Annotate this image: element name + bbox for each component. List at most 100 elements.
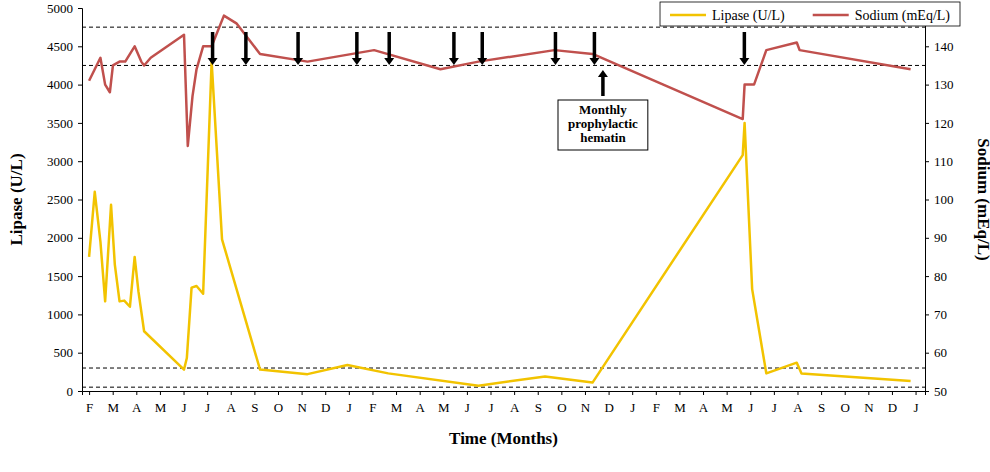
tick-mark: [160, 391, 161, 395]
tick-label: 1500: [47, 269, 73, 284]
tick-mark: [325, 391, 326, 395]
tick-label: J: [182, 400, 187, 415]
tick-mark: [78, 276, 82, 277]
tick-mark: [302, 391, 303, 395]
y-axis-line: [78, 9, 83, 392]
tick-label: O: [557, 400, 566, 415]
tick-mark: [78, 353, 82, 354]
y-axis-title: Lipase (U/L): [7, 153, 26, 245]
tick-mark: [774, 391, 775, 395]
tick-mark: [821, 391, 822, 395]
tick-mark: [561, 391, 562, 395]
tick-mark: [78, 85, 82, 86]
arrow-head: [477, 58, 487, 65]
hematin-arrow: [477, 32, 487, 65]
arrow-head: [208, 58, 218, 65]
tick-label: 3500: [47, 116, 73, 131]
tick: 5000: [47, 1, 82, 16]
tick-label: O: [274, 400, 283, 415]
tick-label: N: [297, 400, 307, 415]
hematin-arrow: [449, 32, 459, 65]
tick: 80: [925, 269, 947, 284]
arrow-head: [241, 58, 251, 65]
tick: 1000: [47, 307, 82, 322]
tick-label: S: [535, 400, 542, 415]
y2-axis-title: Sodium (mEq/L): [974, 138, 990, 260]
y2-axis-line: [926, 9, 930, 392]
tick: 4000: [47, 77, 82, 92]
plot-area: [82, 16, 925, 388]
tick-label: A: [699, 400, 709, 415]
reference-line: [82, 27, 925, 28]
tick-mark: [207, 391, 208, 395]
tick: N: [864, 391, 874, 415]
tick-label: 2000: [47, 230, 73, 245]
tick-label: 110: [934, 154, 953, 169]
tick-mark: [184, 391, 185, 395]
chart: FMAMJJASONDJFMAMJJASONDJFMAMJJASONDJ0500…: [0, 0, 990, 472]
legend-label: Lipase (U/L): [712, 8, 785, 24]
tick: 110: [925, 154, 953, 169]
tick-mark: [727, 391, 728, 395]
tick: D: [604, 391, 613, 415]
tick-mark: [892, 391, 893, 395]
tick: M: [155, 391, 167, 415]
tick: 130: [925, 77, 954, 92]
arrow-shaft: [387, 32, 391, 58]
tick: S: [251, 391, 258, 415]
tick-label: 1000: [47, 307, 73, 322]
tick-label: M: [155, 400, 167, 415]
tick: S: [818, 391, 825, 415]
tick-label: 90: [934, 230, 947, 245]
tick-label: J: [347, 400, 352, 415]
tick-label: M: [438, 400, 450, 415]
tick: A: [510, 391, 520, 415]
hematin-arrow: [293, 32, 303, 65]
tick-label: 50: [934, 384, 947, 399]
tick-label: J: [630, 400, 635, 415]
tick-mark: [136, 391, 137, 395]
tick-mark: [78, 200, 82, 201]
tick-mark: [925, 200, 929, 201]
tick-mark: [925, 46, 929, 47]
tick: M: [438, 391, 450, 415]
tick-label: M: [721, 400, 733, 415]
tick: J: [748, 391, 753, 415]
tick-mark: [372, 391, 373, 395]
tick-mark: [78, 238, 82, 239]
tick-mark: [925, 123, 929, 124]
tick: 90: [925, 230, 947, 245]
series-line: [89, 62, 911, 386]
tick-mark: [113, 391, 114, 395]
tick: O: [841, 391, 850, 415]
tick-label: 130: [934, 77, 954, 92]
annotation-text: Monthly: [579, 102, 627, 117]
tick-label: J: [772, 400, 777, 415]
tick-mark: [925, 353, 929, 354]
reference-line: [82, 65, 925, 66]
series-line: [89, 16, 911, 146]
hematin-arrow: [550, 32, 560, 65]
tick-label: D: [321, 400, 330, 415]
legend-swatch: [670, 14, 706, 17]
tick: D: [321, 391, 330, 415]
tick-mark: [396, 391, 397, 395]
x-axis: FMAMJJASONDJFMAMJJASONDJFMAMJJASONDJ: [83, 391, 926, 415]
tick: F: [86, 391, 93, 415]
tick-label: M: [391, 400, 403, 415]
y2-axis: 5060708090100110120130140150: [925, 1, 954, 399]
tick-label: A: [415, 400, 425, 415]
legend-swatch: [813, 14, 849, 17]
tick: A: [227, 391, 237, 415]
tick: O: [274, 391, 283, 415]
tick-mark: [845, 391, 846, 395]
arrow-head: [449, 58, 459, 65]
tick-mark: [78, 161, 82, 162]
arrow-shaft: [211, 32, 215, 58]
tick-mark: [703, 391, 704, 395]
background: [0, 0, 990, 472]
tick-label: F: [86, 400, 93, 415]
tick: 1500: [47, 269, 82, 284]
tick-label: A: [132, 400, 142, 415]
tick-label: J: [748, 400, 753, 415]
